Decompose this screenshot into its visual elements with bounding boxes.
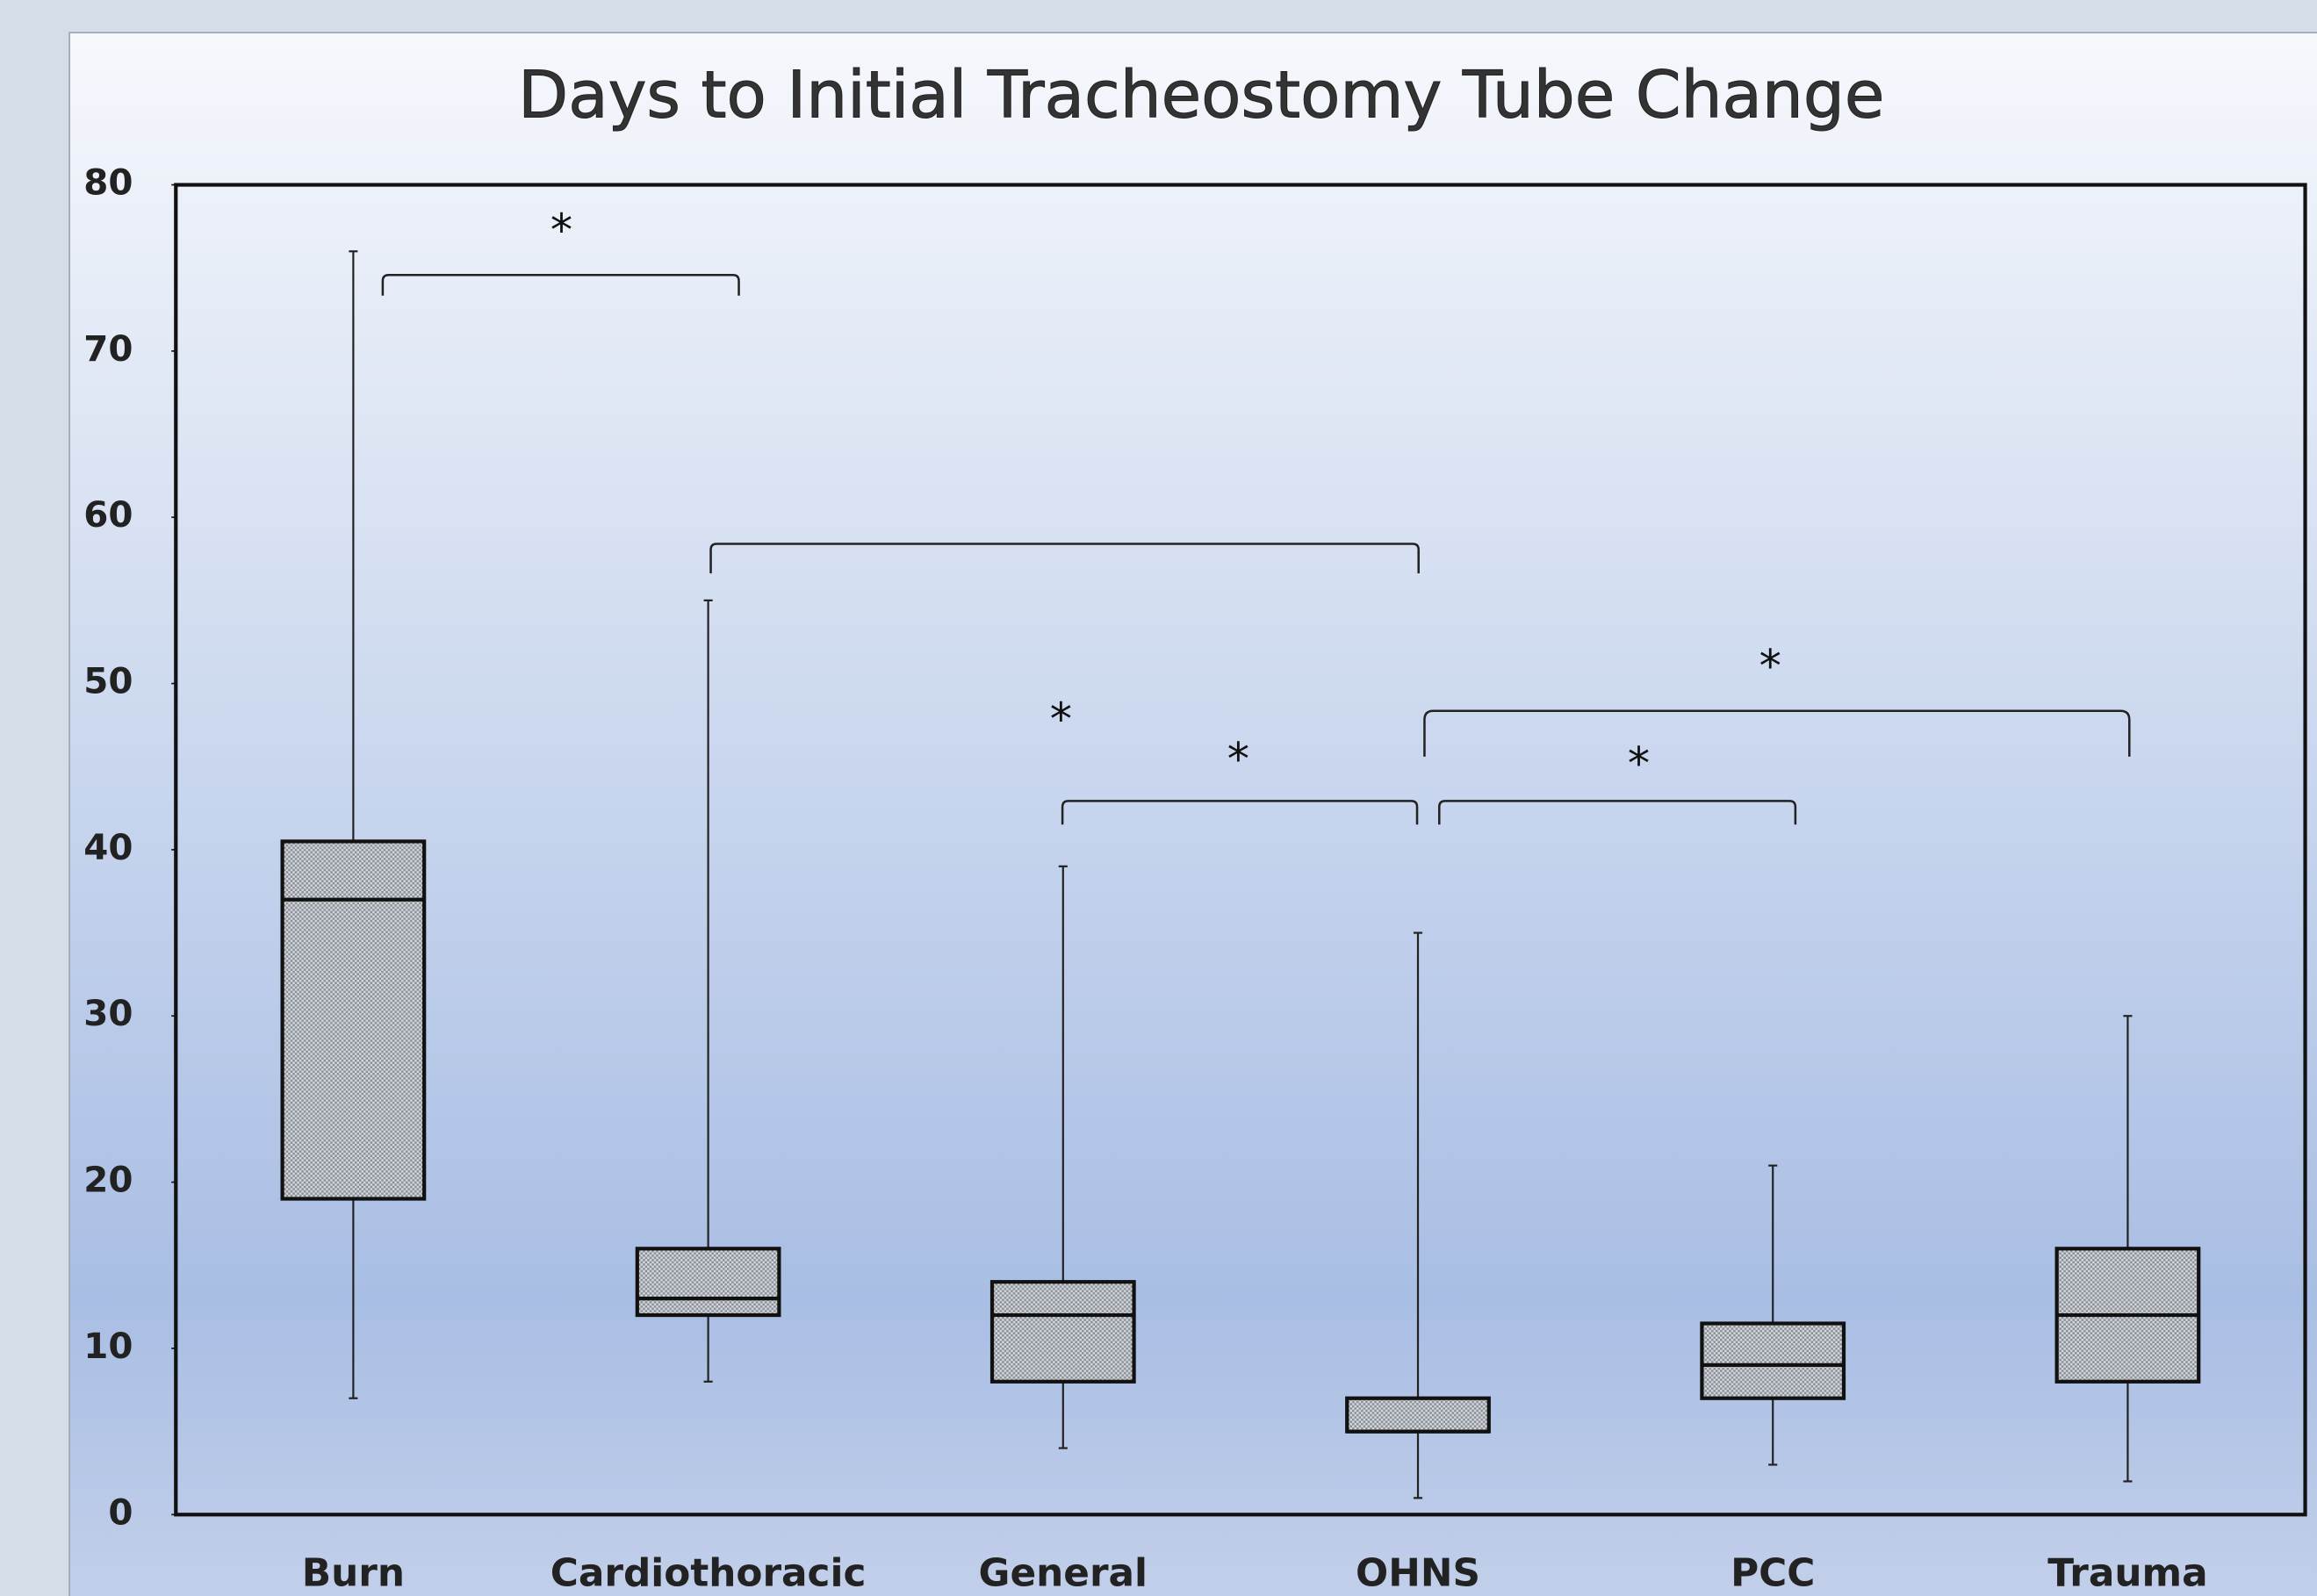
- y-tick-label: 10: [83, 1326, 133, 1367]
- chart-title: Days to Initial Tracheostomy Tube Change: [518, 57, 1884, 133]
- x-tick-label: PCC: [1731, 1550, 1815, 1595]
- panel: [68, 32, 2317, 1596]
- y-tick-label: 0: [108, 1492, 133, 1533]
- bracket: [709, 543, 1420, 574]
- box: [1345, 1396, 1491, 1434]
- y-tick-label: 70: [83, 328, 133, 370]
- significance-mark: *: [1050, 694, 1072, 745]
- y-tick-label: 20: [83, 1160, 133, 1201]
- bracket: [1061, 800, 1419, 825]
- bracket: [381, 273, 740, 296]
- significance-mark: *: [1628, 737, 1650, 789]
- x-tick-label: Trauma: [2047, 1550, 2207, 1595]
- bracket: [1423, 709, 2131, 757]
- box: [280, 839, 427, 1201]
- brackets: [381, 273, 2131, 825]
- significance-mark: *: [550, 205, 572, 256]
- y-tick-label: 80: [83, 162, 133, 204]
- bracket: [1438, 800, 1797, 825]
- significance-mark: *: [1759, 640, 1781, 692]
- x-tick-label: Cardiothoracic: [550, 1550, 867, 1595]
- box: [989, 1280, 1136, 1384]
- box: [1700, 1321, 1846, 1400]
- significance-mark: *: [1227, 733, 1249, 785]
- box: [635, 1247, 781, 1318]
- x-tick-label: General: [979, 1550, 1148, 1595]
- y-tick-label: 40: [83, 827, 133, 868]
- x-tick-label: OHNS: [1356, 1550, 1480, 1595]
- y-tick-label: 50: [83, 661, 133, 702]
- x-tick-label: Burn: [302, 1550, 405, 1595]
- y-tick-label: 30: [83, 993, 133, 1034]
- y-tick-label: 60: [83, 494, 133, 536]
